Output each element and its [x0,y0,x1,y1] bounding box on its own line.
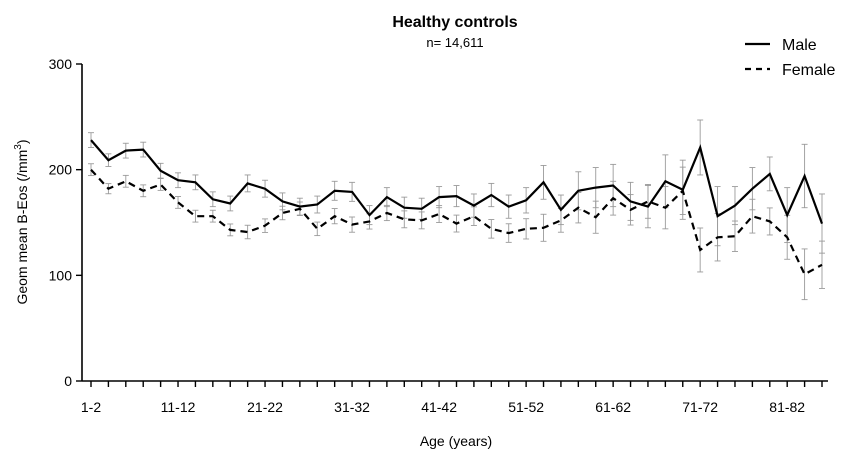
chart-subtitle: n= 14,611 [426,35,483,50]
legend-label-male: Male [782,37,817,54]
series-line-male [90,139,824,224]
y-axis-label: Geom mean B-Eos (/mm3) [13,139,30,304]
x-tick-label: 1-2 [81,399,101,415]
x-tick-label: 51-52 [508,399,544,415]
x-tick-label: 61-62 [595,399,631,415]
x-tick-label: 21-22 [247,399,283,415]
x-tick-label: 11-12 [161,399,196,415]
y-tick-label: 300 [49,56,73,72]
y-tick-label: 100 [49,267,73,283]
plot-area: 0 100 200 300 1-2 11-12 21-22 31-32 41-42 51-52 61… [49,56,828,415]
legend-label-female: Female [782,62,835,79]
y-tick-label: 0 [64,373,72,389]
chart-title: Healthy controls [392,14,517,31]
x-tick-label: 41-42 [421,399,457,415]
x-tick-label: 81-82 [769,399,805,415]
y-tick-label: 200 [49,162,73,178]
x-tick-label: 71-72 [682,399,718,415]
x-tick-label: 31-32 [334,399,370,415]
legend: Male Female [745,37,835,79]
series-line-female [90,168,823,276]
x-axis-label: Age (years) [420,433,492,449]
